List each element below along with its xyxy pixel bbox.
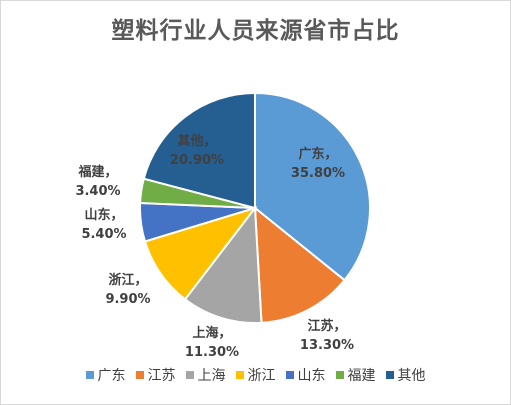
data-label-value-5: 3.40% — [75, 184, 120, 199]
data-label-value-0: 35.80% — [291, 166, 345, 181]
data-label-name-6: 其他， — [177, 133, 216, 149]
chart-title: 塑料行业人员来源省市占比 — [111, 18, 400, 44]
legend-label-3: 浙江 — [247, 368, 276, 384]
pie-slice-1 — [253, 205, 346, 324]
pie-slice-6 — [142, 91, 256, 210]
data-label-value-6: 20.90% — [170, 153, 224, 168]
data-label-name-1: 江苏， — [307, 318, 346, 334]
data-label-value-3: 9.90% — [105, 292, 150, 307]
legend-label-1: 江苏 — [147, 368, 176, 384]
data-label-name-0: 广东， — [298, 146, 337, 162]
data-label-value-2: 11.30% — [185, 345, 239, 360]
legend-swatch-0 — [85, 371, 94, 379]
legend-label-2: 上海 — [197, 368, 226, 384]
legend-item-6: 其他 — [385, 365, 426, 385]
data-label-value-4: 5.40% — [81, 227, 126, 242]
legend-swatch-6 — [385, 371, 394, 379]
legend-label-6: 其他 — [397, 368, 426, 384]
legend-label-5: 福建 — [347, 368, 376, 384]
legend-swatch-2 — [185, 371, 194, 379]
data-label-value-1: 13.30% — [300, 338, 354, 353]
data-label-name-4: 山东， — [84, 207, 123, 223]
legend-swatch-3 — [235, 371, 244, 379]
pie-slice-3 — [143, 206, 258, 301]
legend-item-0: 广东 — [85, 365, 126, 385]
legend-item-3: 浙江 — [235, 365, 276, 385]
pie-slice-2 — [183, 205, 263, 324]
legend-item-5: 福建 — [335, 365, 376, 385]
chart-legend: 广东 江苏 上海 浙江 山东 福建 其他 — [0, 365, 511, 385]
legend-label-4: 山东 — [297, 368, 326, 384]
legend-item-1: 江苏 — [135, 365, 176, 385]
legend-item-4: 山东 — [285, 365, 326, 385]
pie-slice-0 — [254, 91, 371, 282]
legend-swatch-4 — [285, 371, 294, 379]
legend-label-0: 广东 — [97, 368, 126, 384]
data-label-name-3: 浙江， — [108, 272, 147, 288]
data-label-name-2: 上海， — [192, 325, 231, 341]
data-label-name-5: 福建， — [77, 164, 117, 180]
legend-swatch-5 — [335, 371, 344, 379]
legend-item-2: 上海 — [185, 365, 226, 385]
legend-swatch-1 — [135, 371, 144, 379]
